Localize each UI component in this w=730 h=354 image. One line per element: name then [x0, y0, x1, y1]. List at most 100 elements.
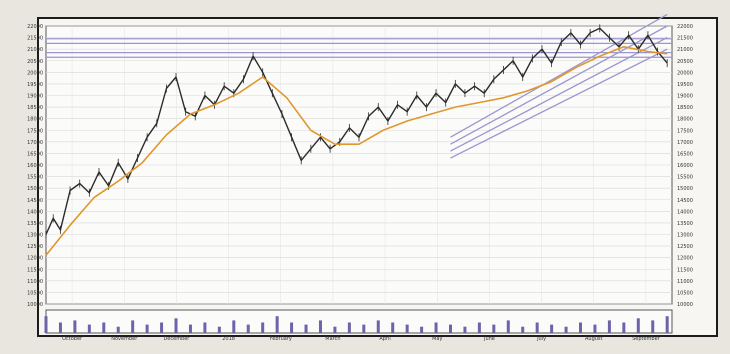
y-tick-label-right: 13500	[677, 221, 693, 227]
y-tick-label-left: 17500	[27, 128, 43, 134]
y-tick-label-left: 18000	[27, 117, 43, 123]
y-tick-label-left: 14000	[27, 209, 43, 215]
volume-bar	[550, 324, 554, 333]
volume-bar	[391, 322, 395, 333]
trend-channel-line	[450, 37, 668, 152]
volume-bar	[145, 324, 149, 333]
volume-bar	[217, 326, 221, 333]
y-tick-label-left: 12000	[27, 256, 43, 262]
y-tick-label-left: 15000	[27, 186, 43, 192]
price-line	[45, 27, 668, 235]
x-tick-label: March	[325, 336, 340, 342]
x-tick-label: June	[483, 336, 495, 342]
volume-bar	[275, 316, 279, 333]
y-tick-label-left: 20500	[27, 59, 43, 65]
volume-bar	[405, 324, 409, 333]
volume-bar	[44, 316, 48, 333]
moving-average-line	[45, 45, 668, 256]
volume-bar	[376, 320, 380, 333]
trend-channel-line	[450, 13, 668, 138]
volume-bar	[304, 324, 308, 333]
y-tick-label-right: 18000	[677, 117, 693, 123]
volume-bar	[174, 318, 178, 333]
y-tick-label-right: 19500	[677, 82, 693, 88]
y-tick-label-right: 15500	[677, 175, 693, 181]
volume-bar	[347, 322, 351, 333]
y-tick-label-left: 16500	[27, 151, 43, 157]
volume-bar	[203, 322, 207, 333]
volume-bar	[448, 324, 452, 333]
y-tick-label-left: 11000	[27, 279, 43, 285]
y-tick-label-right: 12500	[677, 244, 693, 250]
y-tick-label-right: 20500	[677, 59, 693, 65]
y-tick-label-left: 21500	[27, 36, 43, 42]
y-tick-label-left: 22000	[27, 24, 43, 30]
y-tick-label-left: 20000	[27, 70, 43, 76]
volume-bar	[521, 326, 525, 333]
volume-bar	[434, 322, 438, 333]
volume-bar	[636, 318, 640, 333]
volume-bar	[246, 324, 250, 333]
volume-bar	[506, 320, 510, 333]
y-tick-label-left: 10000	[27, 302, 43, 308]
volume-bar	[463, 326, 467, 333]
y-tick-label-right: 22000	[677, 24, 693, 30]
volume-bar	[160, 322, 164, 333]
volume-bar	[607, 320, 611, 333]
volume-bar	[622, 322, 626, 333]
y-tick-label-left: 10500	[27, 290, 43, 296]
y-tick-label-left: 18500	[27, 105, 43, 111]
y-tick-label-left: 19000	[27, 94, 43, 100]
y-tick-label-right: 10500	[677, 290, 693, 296]
y-tick-label-right: 12000	[677, 256, 693, 262]
y-tick-label-right: 11500	[677, 267, 693, 273]
volume-panel	[45, 309, 673, 334]
y-tick-label-left: 17000	[27, 140, 43, 146]
volume-bar	[102, 322, 106, 333]
volume-bar	[87, 324, 91, 333]
y-tick-label-left: 19500	[27, 82, 43, 88]
x-tick-label: December	[163, 336, 190, 342]
y-tick-label-left: 21000	[27, 47, 43, 53]
y-tick-label-right: 11000	[677, 279, 693, 285]
volume-bar	[579, 322, 583, 333]
x-tick-label: October	[62, 336, 83, 342]
y-tick-label-right: 14000	[677, 209, 693, 215]
volume-bar	[593, 324, 597, 333]
y-tick-label-right: 17500	[677, 128, 693, 134]
y-tick-label-left: 14500	[27, 198, 43, 204]
x-tick-label: September	[632, 336, 661, 342]
y-tick-label-right: 21500	[677, 36, 693, 42]
volume-bar	[535, 322, 539, 333]
volume-bar	[116, 326, 120, 333]
volume-bar	[131, 320, 135, 333]
y-tick-label-left: 13000	[27, 233, 43, 239]
volume-bar	[333, 326, 337, 333]
x-tick-label: August	[585, 336, 603, 342]
volume-bar	[318, 320, 322, 333]
y-tick-label-right: 14500	[677, 198, 693, 204]
volume-bar	[290, 322, 294, 333]
volume-bar	[564, 326, 568, 333]
trend-channel-line	[450, 48, 668, 159]
volume-bar	[665, 316, 669, 333]
y-tick-label-right: 15000	[677, 186, 693, 192]
volume-bar	[651, 320, 655, 333]
y-tick-label-right: 16500	[677, 151, 693, 157]
y-tick-label-right: 17000	[677, 140, 693, 146]
y-tick-label-right: 10000	[677, 302, 693, 308]
y-tick-label-right: 13000	[677, 233, 693, 239]
x-tick-label: February	[270, 336, 292, 342]
y-tick-label-left: 11500	[27, 267, 43, 273]
volume-bar	[232, 320, 236, 333]
y-tick-label-right: 20000	[677, 70, 693, 76]
x-tick-label: November	[111, 336, 138, 342]
volume-bar	[492, 324, 496, 333]
y-tick-label-right: 18500	[677, 105, 693, 111]
x-tick-label: July	[536, 336, 546, 342]
x-tick-label: April	[379, 336, 390, 342]
y-tick-label-left: 16000	[27, 163, 43, 169]
y-tick-label-left: 12500	[27, 244, 43, 250]
